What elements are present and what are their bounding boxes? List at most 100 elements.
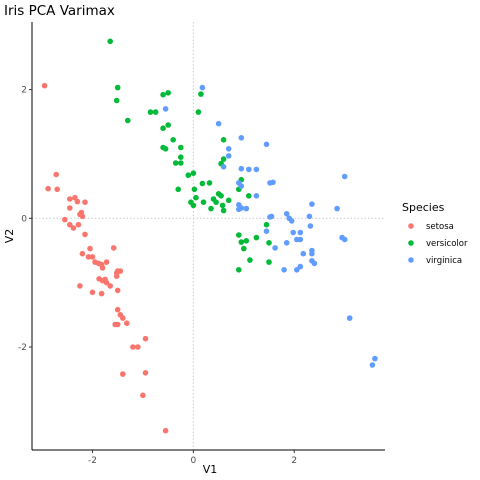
point-versicolor bbox=[220, 137, 227, 143]
point-versicolor bbox=[225, 197, 232, 204]
point-virginica bbox=[290, 229, 297, 236]
point-setosa bbox=[82, 199, 88, 205]
point-setosa bbox=[130, 344, 136, 350]
point-virginica bbox=[238, 135, 245, 141]
point-setosa bbox=[41, 82, 48, 89]
point-versicolor bbox=[160, 91, 166, 98]
point-setosa bbox=[140, 392, 146, 399]
point-versicolor bbox=[172, 160, 179, 166]
point-virginica bbox=[272, 245, 278, 251]
point-versicolor bbox=[220, 207, 227, 214]
point-versicolor bbox=[178, 154, 184, 160]
point-virginica bbox=[263, 141, 270, 148]
point-virginica bbox=[283, 211, 290, 217]
point-virginica bbox=[297, 236, 304, 243]
point-versicolor bbox=[206, 180, 213, 186]
series-versicolor bbox=[107, 38, 272, 273]
point-versicolor bbox=[165, 90, 171, 96]
point-virginica bbox=[283, 240, 290, 246]
point-setosa bbox=[110, 245, 117, 251]
point-virginica bbox=[334, 205, 340, 212]
point-setosa bbox=[103, 279, 110, 286]
point-virginica bbox=[263, 228, 270, 234]
point-virginica bbox=[238, 165, 245, 172]
point-versicolor bbox=[175, 186, 181, 193]
point-virginica bbox=[281, 267, 287, 273]
point-setosa bbox=[135, 344, 141, 350]
legend: Species setosa versicolor virginica bbox=[402, 201, 468, 266]
point-versicolor bbox=[191, 186, 198, 193]
legend-label-virginica: virginica bbox=[426, 256, 462, 266]
point-setosa bbox=[114, 287, 121, 294]
point-versicolor bbox=[178, 144, 184, 151]
x-tick-label: 2 bbox=[291, 456, 297, 466]
point-versicolor bbox=[199, 180, 206, 187]
point-versicolor bbox=[213, 199, 219, 205]
point-setosa bbox=[67, 196, 73, 202]
point-setosa bbox=[45, 185, 51, 192]
point-versicolor bbox=[185, 172, 192, 178]
point-setosa bbox=[98, 290, 105, 297]
point-versicolor bbox=[266, 259, 272, 265]
point-setosa bbox=[120, 315, 126, 321]
point-setosa bbox=[107, 283, 113, 289]
series-virginica bbox=[162, 84, 378, 368]
point-virginica bbox=[238, 183, 245, 189]
point-setosa bbox=[77, 283, 83, 289]
point-virginica bbox=[225, 153, 232, 159]
point-versicolor bbox=[220, 156, 227, 162]
x-tick-label: 0 bbox=[191, 456, 197, 466]
point-setosa bbox=[113, 273, 120, 280]
point-setosa bbox=[74, 198, 81, 205]
point-versicolor bbox=[195, 109, 202, 115]
point-virginica bbox=[372, 355, 378, 362]
point-versicolor bbox=[215, 191, 222, 197]
point-virginica bbox=[346, 315, 353, 321]
point-versicolor bbox=[152, 109, 159, 115]
point-setosa bbox=[99, 265, 106, 271]
point-virginica bbox=[253, 193, 260, 199]
point-virginica bbox=[270, 179, 276, 186]
point-virginica bbox=[309, 250, 315, 257]
legend-key-virginica bbox=[408, 257, 414, 263]
point-versicolor bbox=[147, 109, 154, 115]
point-virginica bbox=[369, 362, 376, 368]
legend-key-setosa bbox=[408, 223, 414, 229]
y-tick-label: 2 bbox=[21, 86, 27, 96]
point-setosa bbox=[120, 371, 126, 377]
chart-title: Iris PCA Varimax bbox=[4, 3, 115, 19]
point-setosa bbox=[79, 250, 86, 257]
point-virginica bbox=[253, 166, 260, 173]
point-virginica bbox=[268, 213, 275, 220]
point-setosa bbox=[67, 205, 73, 211]
point-virginica bbox=[199, 84, 206, 91]
point-virginica bbox=[300, 250, 307, 257]
point-versicolor bbox=[165, 122, 171, 128]
point-virginica bbox=[297, 263, 304, 270]
point-versicolor bbox=[236, 232, 242, 238]
point-virginica bbox=[215, 120, 222, 127]
point-versicolor bbox=[170, 137, 176, 143]
point-versicolor bbox=[266, 240, 272, 246]
legend-label-versicolor: versicolor bbox=[426, 239, 468, 249]
point-setosa bbox=[85, 254, 92, 260]
point-versicolor bbox=[208, 205, 214, 212]
point-versicolor bbox=[238, 239, 245, 245]
point-virginica bbox=[225, 146, 232, 152]
point-versicolor bbox=[200, 199, 207, 205]
point-setosa bbox=[124, 320, 130, 327]
point-setosa bbox=[54, 186, 60, 193]
point-versicolor bbox=[114, 84, 121, 91]
point-virginica bbox=[306, 213, 313, 220]
point-setosa bbox=[75, 221, 82, 228]
point-versicolor bbox=[243, 238, 250, 244]
point-virginica bbox=[220, 164, 227, 170]
point-versicolor bbox=[190, 202, 197, 209]
point-versicolor bbox=[241, 245, 247, 252]
point-virginica bbox=[243, 205, 250, 212]
x-axis-label: V1 bbox=[203, 463, 218, 476]
point-virginica bbox=[162, 106, 169, 112]
point-versicolor bbox=[193, 194, 199, 201]
point-versicolor bbox=[247, 257, 253, 263]
point-versicolor bbox=[125, 117, 131, 124]
